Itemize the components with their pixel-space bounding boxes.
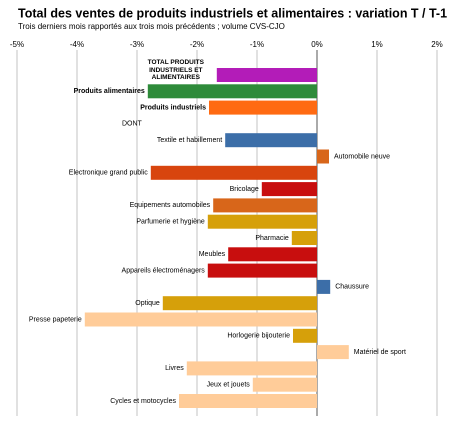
bar [186,361,317,376]
x-tick-label: -2% [190,40,204,49]
category-label: Produits industriels [140,104,206,111]
bar [150,165,317,180]
bar [291,231,317,245]
bar [317,345,349,360]
category-label: Pharmacie [255,235,289,242]
bar [293,328,317,343]
bar [207,214,317,229]
category-label: DONT [122,121,143,128]
bar [317,149,329,164]
bar [228,247,317,262]
bar [179,394,317,408]
x-tick-label: 2% [431,40,443,49]
category-label: Presse papeterie [29,316,82,323]
bar [261,182,317,197]
category-label: Matériel de sport [354,349,406,356]
category-label: Optique [135,300,160,307]
bar [207,263,317,278]
x-tick-label: -1% [250,40,264,49]
bar [252,377,317,392]
bar [317,279,331,294]
x-tick-label: -4% [70,40,84,49]
bar [162,296,317,311]
category-label: Equipements automobiles [130,202,211,209]
category-label: Textile et habillement [157,137,222,144]
category-label: Bricolage [230,186,259,193]
x-tick-label: 1% [371,40,383,49]
category-label: Livres [165,365,184,372]
chart-title: Total des ventes de produits industriels… [18,6,447,20]
category-label: Meubles [199,251,226,258]
bar [225,133,317,148]
x-tick-label: 0% [311,40,323,49]
category-label: Horlogerie bijouterie [227,333,290,340]
bar [209,100,317,115]
category-label: Electronique grand public [69,170,148,177]
category-label: Chaussure [335,284,369,291]
x-tick-label: -3% [130,40,144,49]
category-label: Cycles et motocycles [110,398,176,405]
category-label: Appareils électroménagers [122,267,206,274]
category-label: Automobile neuve [334,153,390,160]
bar [147,84,317,99]
bar [216,68,317,82]
chart-subtitle: Trois derniers mois rapportés aux trois … [18,22,285,31]
category-label: TOTAL PRODUITS INDUSTRIELS ET ALIMENTAIR… [147,59,204,81]
bar [213,198,317,213]
category-label: Parfumerie et hygiène [136,219,205,226]
category-label: Produits alimentaires [74,88,145,95]
category-label-box: TOTAL PRODUITS INDUSTRIELS ET ALIMENTAIR… [147,59,204,81]
category-label: Jeux et jouets [207,382,251,389]
x-tick-label: -5% [10,40,24,49]
bar [84,312,317,327]
